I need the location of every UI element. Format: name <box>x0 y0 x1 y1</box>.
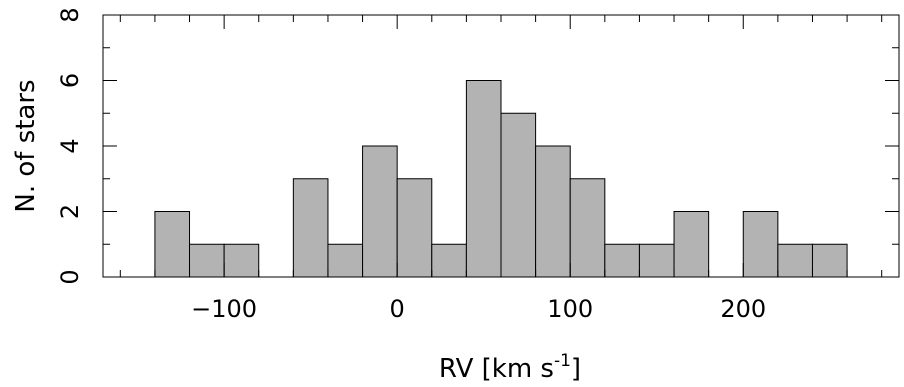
histogram-bar <box>292 178 329 278</box>
x-tick-label: 100 <box>547 295 593 323</box>
histogram-bar <box>362 145 398 278</box>
histogram-bar <box>638 243 675 278</box>
ticks-group <box>103 14 899 278</box>
histogram-bar <box>500 112 537 278</box>
histogram-bar <box>396 178 433 278</box>
x-axis-title: RV [km s-1] <box>439 351 581 384</box>
histogram-bar <box>673 211 710 278</box>
y-tick-label: 8 <box>56 7 84 22</box>
histogram-bar <box>777 243 813 278</box>
y-tick-label: 0 <box>56 269 84 284</box>
histogram-bar <box>569 178 606 278</box>
histogram-bar <box>811 243 848 278</box>
y-axis-title: N. of stars <box>11 79 41 212</box>
histogram-bar <box>189 243 225 278</box>
histogram-bar <box>742 211 779 278</box>
histogram-bar <box>604 243 640 278</box>
histogram-bar <box>327 243 364 278</box>
histogram-bar <box>431 243 467 278</box>
tick-labels-group: −100 0 100 200 0 2 4 6 8 <box>56 7 766 323</box>
x-axis-title-main: RV [km s <box>439 354 554 384</box>
bars-group <box>154 80 848 278</box>
x-tick-label: 0 <box>390 295 405 323</box>
y-tick-label: 2 <box>56 204 84 219</box>
x-axis-title-close: ] <box>571 354 581 384</box>
histogram-bar <box>535 145 571 278</box>
histogram-bar <box>223 243 260 278</box>
histogram-bar <box>154 211 191 278</box>
histogram-bar <box>465 80 502 278</box>
y-tick-label: 6 <box>56 73 84 88</box>
x-tick-label: −100 <box>191 295 257 323</box>
x-tick-label: 200 <box>720 295 766 323</box>
x-axis-title-superscript: -1 <box>554 351 571 371</box>
y-tick-label: 4 <box>56 138 84 153</box>
